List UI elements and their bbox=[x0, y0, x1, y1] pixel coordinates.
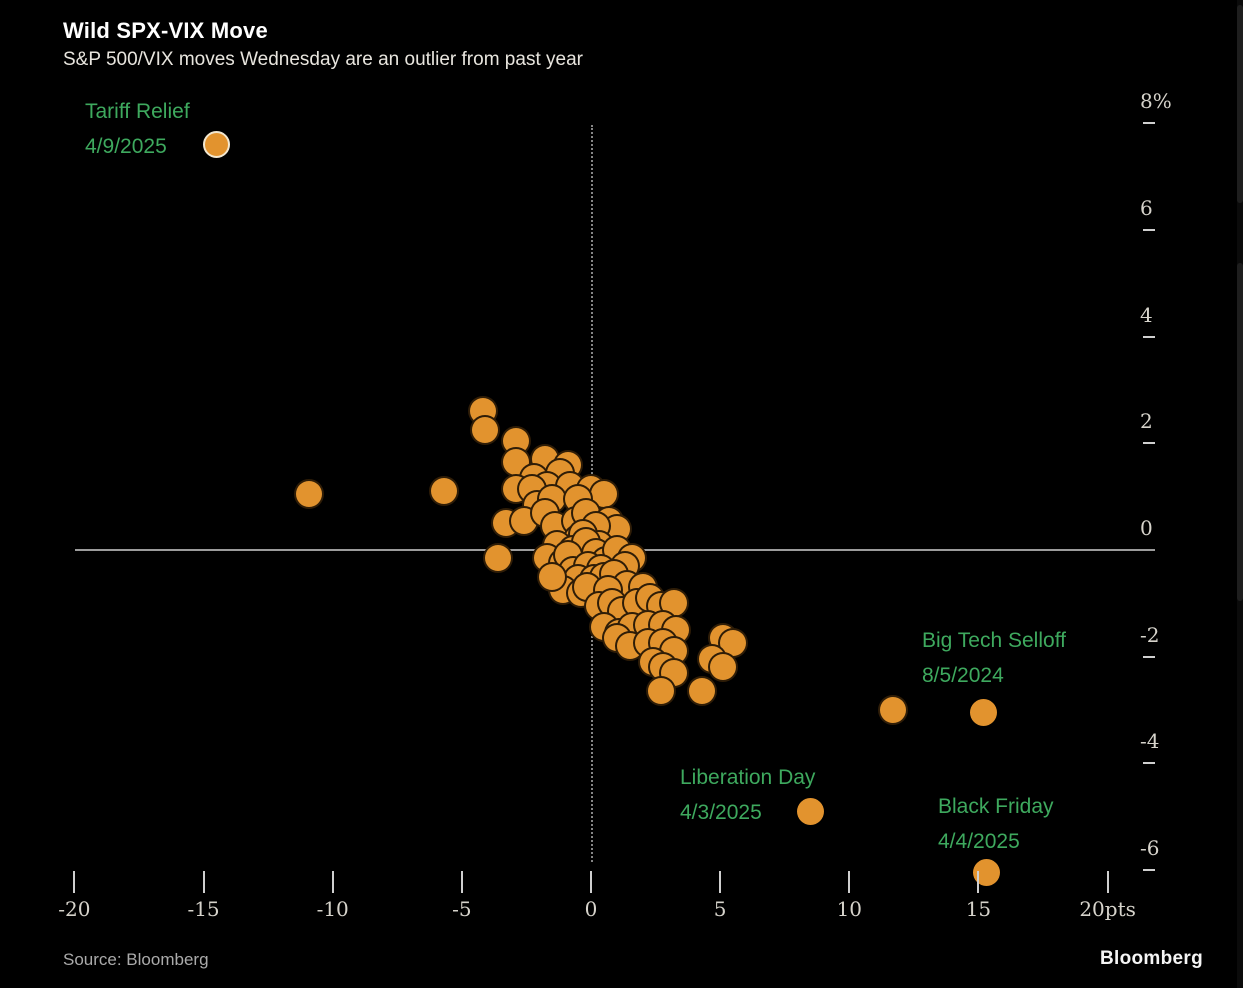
y-axis-tick-label: 8% bbox=[1140, 89, 1172, 114]
annotation-label: Big Tech Selloff bbox=[922, 629, 1066, 652]
x-axis-tick bbox=[331, 871, 334, 893]
scatter-point bbox=[483, 542, 513, 573]
scatter-point bbox=[707, 652, 738, 683]
scatter-point bbox=[645, 676, 676, 707]
chart-subtitle: S&P 500/VIX moves Wednesday are an outli… bbox=[63, 49, 583, 70]
y-axis-tick-label: 0 bbox=[1140, 516, 1153, 540]
x-axis-tick-label: -15 bbox=[187, 897, 220, 921]
y-axis-tick bbox=[1143, 762, 1155, 765]
annotated-point-tariff-relief bbox=[202, 131, 230, 159]
annotation-label: Black Friday bbox=[938, 795, 1054, 818]
annotated-point-liberation-day bbox=[797, 797, 825, 825]
annotation-date: 4/9/2025 bbox=[85, 135, 167, 158]
scatter-point bbox=[428, 476, 459, 507]
x-axis-tick bbox=[1106, 871, 1109, 893]
y-axis-tick bbox=[1143, 442, 1155, 445]
x-axis-tick-label: -5 bbox=[452, 897, 472, 921]
annotation-tariff-relief: Tariff Relief 4/9/2025 bbox=[85, 94, 190, 164]
scatter-point bbox=[294, 479, 325, 509]
x-axis-tick bbox=[202, 871, 205, 893]
scrollbar-thumb[interactable] bbox=[1237, 5, 1243, 203]
y-axis-tick-label: 4 bbox=[1140, 302, 1153, 327]
x-axis-tick-label: 5 bbox=[713, 897, 727, 921]
scrollbar-thumb[interactable] bbox=[1237, 263, 1243, 601]
scatter-point bbox=[687, 676, 718, 707]
x-axis-tick bbox=[977, 871, 980, 893]
annotation-label: Liberation Day bbox=[680, 766, 816, 789]
annotation-big-tech-selloff: Big Tech Selloff 8/5/2024 bbox=[922, 623, 1066, 693]
x-axis-tick bbox=[460, 871, 463, 893]
annotated-point-big-tech-selloff bbox=[970, 699, 998, 727]
x-axis-tick bbox=[848, 871, 851, 893]
x-axis-tick bbox=[73, 871, 76, 893]
y-axis-tick bbox=[1143, 229, 1155, 232]
y-axis-tick-label: 6 bbox=[1140, 196, 1153, 221]
x-axis-tick bbox=[719, 871, 722, 893]
x-axis-tick bbox=[590, 871, 592, 893]
annotation-date: 8/5/2024 bbox=[922, 664, 1004, 687]
y-axis-tick-label: 2 bbox=[1140, 409, 1153, 434]
scatter-point bbox=[537, 561, 568, 592]
annotation-date: 4/4/2025 bbox=[938, 830, 1020, 853]
x-axis-tick-label: -10 bbox=[316, 897, 349, 921]
y-axis-tick-label: -6 bbox=[1140, 835, 1160, 860]
y-axis-tick-label: -2 bbox=[1140, 622, 1160, 647]
annotated-point-black-friday bbox=[972, 859, 1000, 887]
x-axis-tick-label: 15 bbox=[965, 897, 992, 921]
page-title: Wild SPX-VIX Move bbox=[63, 18, 268, 43]
scatter-point bbox=[470, 415, 501, 445]
annotation-black-friday: Black Friday 4/4/2025 bbox=[938, 789, 1054, 859]
scatter-point bbox=[878, 694, 909, 725]
y-axis-tick bbox=[1143, 868, 1155, 871]
x-axis-tick-label: 20pts bbox=[1079, 897, 1136, 921]
y-axis-tick-label: -4 bbox=[1140, 729, 1160, 754]
x-axis-tick-label: 10 bbox=[836, 897, 863, 921]
x-axis-tick-label: 0 bbox=[584, 897, 598, 921]
source-credit: Source: Bloomberg bbox=[63, 950, 209, 969]
annotation-liberation-day: Liberation Day 4/3/2025 bbox=[680, 760, 815, 830]
bloomberg-logo: Bloomberg bbox=[1100, 948, 1203, 969]
annotation-date: 4/3/2025 bbox=[680, 801, 762, 824]
annotation-label: Tariff Relief bbox=[85, 100, 190, 123]
y-axis-tick bbox=[1143, 655, 1155, 658]
x-axis-tick-label: -20 bbox=[58, 897, 91, 921]
y-axis-tick bbox=[1143, 122, 1155, 125]
y-axis-tick bbox=[1143, 335, 1155, 338]
